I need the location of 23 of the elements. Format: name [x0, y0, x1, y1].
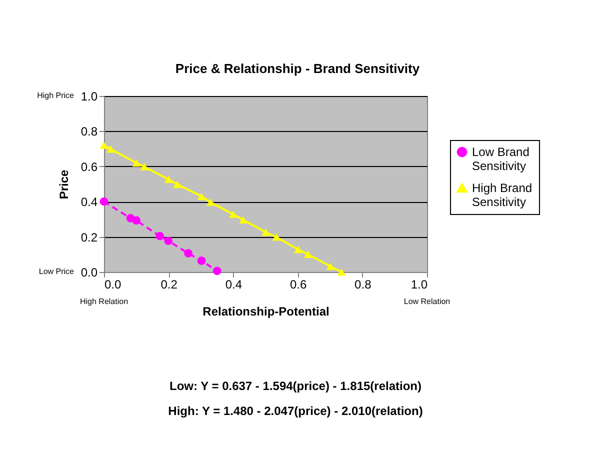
legend-label: High Brand Sensitivity	[472, 181, 532, 209]
text: High Relation	[80, 297, 128, 306]
legend-label: Low Brand Sensitivity	[472, 145, 530, 173]
y-tick-label: 0.4	[80, 195, 98, 210]
x-axis-title: Relationship-Potential	[202, 304, 330, 318]
x-tick-label: 0.8	[354, 278, 372, 292]
text: High Price	[37, 91, 75, 100]
x-tick-label: 0.4	[225, 278, 242, 292]
y-tick-label: 0.8	[80, 124, 98, 139]
y-tick-label: 0.6	[80, 160, 98, 174]
x-tick-label: 0.2	[160, 278, 178, 292]
y-tick-label: 0.0	[80, 266, 98, 280]
y-axis-title: Price	[56, 170, 71, 200]
chart-title: Price & Relationship - Brand Sensitivity	[175, 61, 420, 76]
y-tick-label: 0.2	[80, 230, 98, 244]
x-tick-label: 1.0	[410, 278, 428, 292]
text: High: Y = 1.480 - 2.047(price) - 2.010(relation)	[168, 404, 423, 418]
text: Low Relation	[404, 297, 450, 306]
x-tick-label: 0.0	[104, 278, 122, 292]
text: Low: Y = 0.637 - 1.594(price) - 1.815(relation)	[170, 379, 422, 393]
y-tick-label: 1.0	[80, 90, 98, 104]
text: Low Price	[38, 267, 75, 276]
x-tick-label: 0.6	[290, 278, 307, 292]
